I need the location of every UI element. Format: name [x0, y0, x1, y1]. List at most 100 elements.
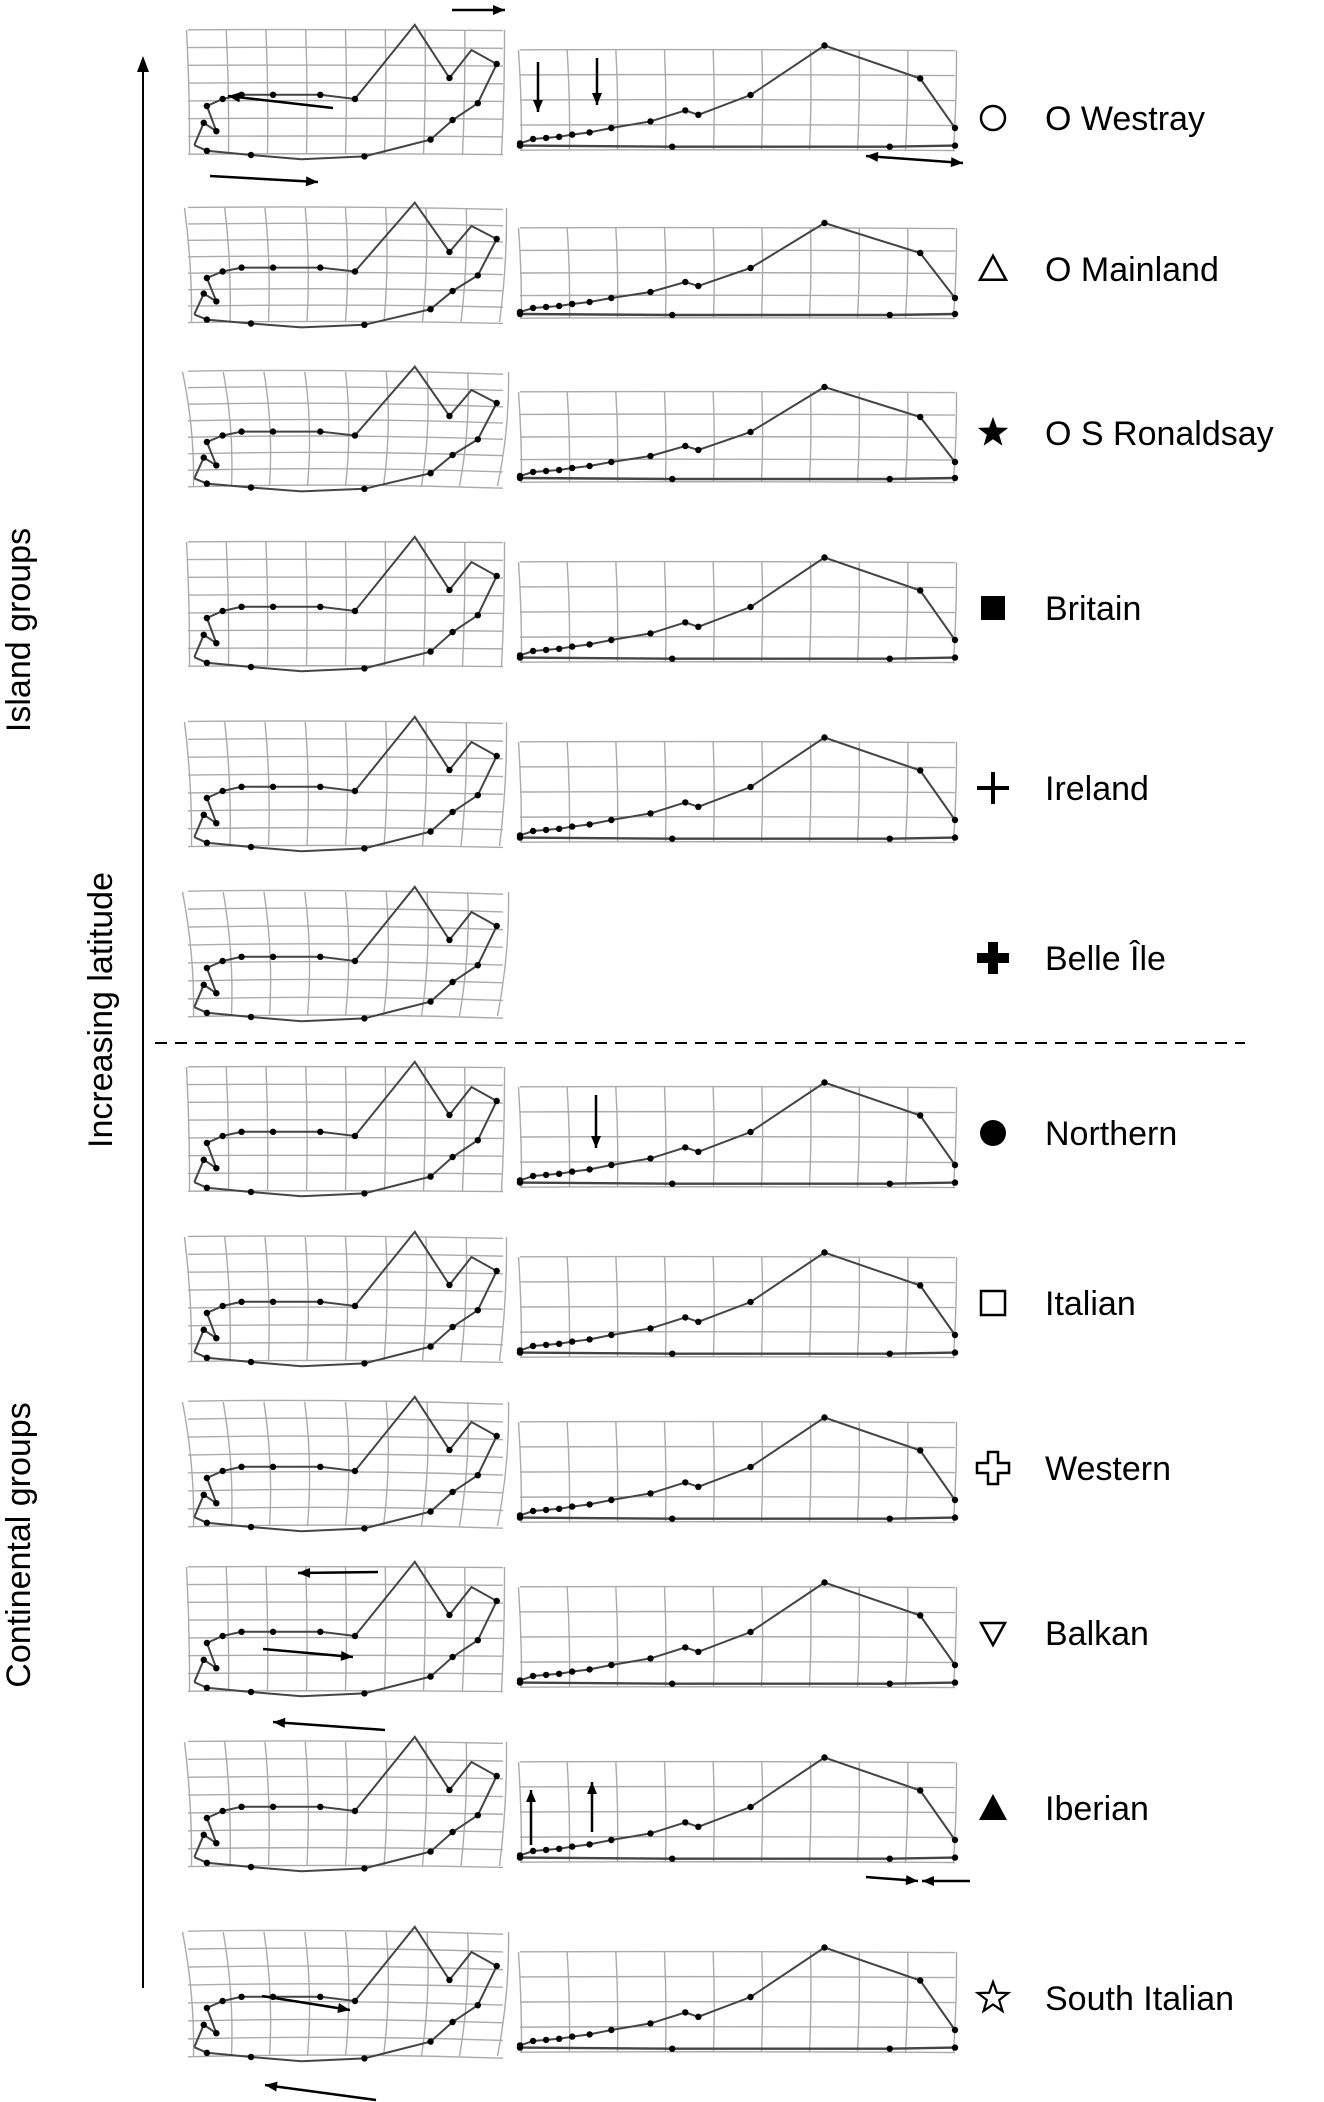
grid-line: [344, 1931, 350, 2057]
landmark-point: [569, 464, 576, 472]
landmark-point: [449, 116, 456, 124]
grid-line: [519, 1686, 956, 1689]
left-shape-outline: [193, 1395, 499, 1533]
landmark-point: [247, 1863, 255, 1871]
landmark-point: [647, 118, 654, 125]
landmark-point: [351, 1997, 359, 2005]
landmark-point: [542, 826, 550, 834]
grid-line: [187, 1488, 504, 1494]
grid-line: [224, 721, 231, 847]
grid-line: [187, 1324, 504, 1328]
landmark-point: [951, 1836, 959, 1844]
grid-line: [187, 99, 504, 103]
landmark-point: [569, 1843, 576, 1850]
landmark-point: [317, 1463, 324, 1471]
landmark-point: [213, 128, 220, 135]
landmark-point: [747, 428, 754, 436]
landmark-point: [361, 845, 368, 852]
landmark-point: [449, 1488, 456, 1496]
landmark-point: [682, 2009, 689, 2016]
landmark-point: [238, 1993, 245, 2001]
grid-line: [185, 29, 191, 155]
grid-line: [185, 1066, 191, 1192]
grid-line: [225, 1066, 230, 1192]
landmark-point: [203, 102, 211, 110]
landmark-point: [747, 603, 754, 611]
grid-line: [187, 28, 504, 32]
right-shape-baseline: [519, 1181, 956, 1185]
grid-line: [952, 1086, 958, 1188]
grid-line: [304, 891, 311, 1017]
grid-line: [181, 891, 195, 1017]
grid-line: [187, 1253, 504, 1257]
landmark-point: [351, 957, 359, 965]
landmark-point: [474, 962, 481, 969]
landmark-point: [269, 603, 277, 610]
landmark-point: [586, 1166, 593, 1173]
right-shape-baseline: [519, 312, 956, 317]
landmark-point: [669, 655, 676, 662]
landmark-point: [269, 428, 277, 435]
grid-line: [187, 809, 504, 813]
grid-line: [461, 1566, 466, 1692]
landmark-point: [449, 628, 456, 636]
landmark-point: [529, 827, 537, 835]
landmark-point: [449, 1653, 456, 1661]
landmark-point: [695, 111, 702, 119]
grid-line: [187, 1470, 504, 1476]
grid-line: [187, 1690, 504, 1693]
arrowhead: [340, 1650, 353, 1661]
group-label: Belle Île: [1045, 940, 1166, 978]
landmark-point: [682, 1644, 689, 1651]
landmark-point: [203, 839, 211, 846]
landmark-point: [493, 922, 500, 930]
grid-line: [187, 1083, 504, 1087]
landmark-point: [917, 1787, 924, 1794]
grid-line: [519, 2051, 956, 2054]
grid-line: [498, 1236, 508, 1362]
grid-line: [344, 1236, 349, 1362]
grid-line: [519, 1950, 956, 1954]
landmark-point: [449, 1323, 456, 1331]
landmark-point: [821, 42, 828, 49]
left-shape-outline: [193, 364, 499, 493]
grid-line: [500, 29, 506, 155]
landmark-point: [238, 428, 245, 435]
landmark-point: [695, 1318, 702, 1326]
landmark-point: [569, 2033, 576, 2040]
landmark-point: [449, 978, 456, 986]
grid-line: [952, 391, 958, 483]
grid-line: [344, 1066, 348, 1192]
landmark-point: [886, 1350, 893, 1357]
grid-line: [952, 49, 958, 151]
landmark-point: [203, 659, 211, 666]
landmark-point: [203, 1639, 211, 1647]
right-shape-outline: [519, 221, 956, 313]
grid-line: [263, 1401, 272, 1527]
grid-line: [500, 541, 506, 667]
landmark-point: [351, 1632, 359, 1640]
filled-star-icon: [977, 416, 1009, 446]
landmark-point: [446, 936, 453, 944]
grid-line: [519, 740, 956, 744]
landmark-point: [647, 810, 654, 817]
landmark-point: [351, 787, 359, 795]
grid-line: [265, 29, 269, 155]
landmark-point: [203, 2049, 211, 2056]
grid-line: [422, 541, 426, 667]
landmark-point: [203, 1139, 211, 1147]
arrowhead: [922, 1876, 934, 1886]
landmark-point: [493, 1267, 500, 1275]
grid-line: [187, 1119, 504, 1122]
grid-line: [187, 206, 504, 211]
island-groups-label: Island groups: [0, 528, 38, 732]
grid-line: [187, 907, 504, 913]
landmark-point: [647, 630, 654, 637]
landmark-point: [608, 294, 615, 302]
landmark-point: [449, 287, 456, 295]
annotation-arrow: [272, 1720, 386, 1732]
landmark-point: [474, 436, 481, 443]
landmark-point: [361, 1865, 368, 1872]
landmark-point: [951, 474, 959, 482]
landmark-point: [213, 640, 220, 647]
